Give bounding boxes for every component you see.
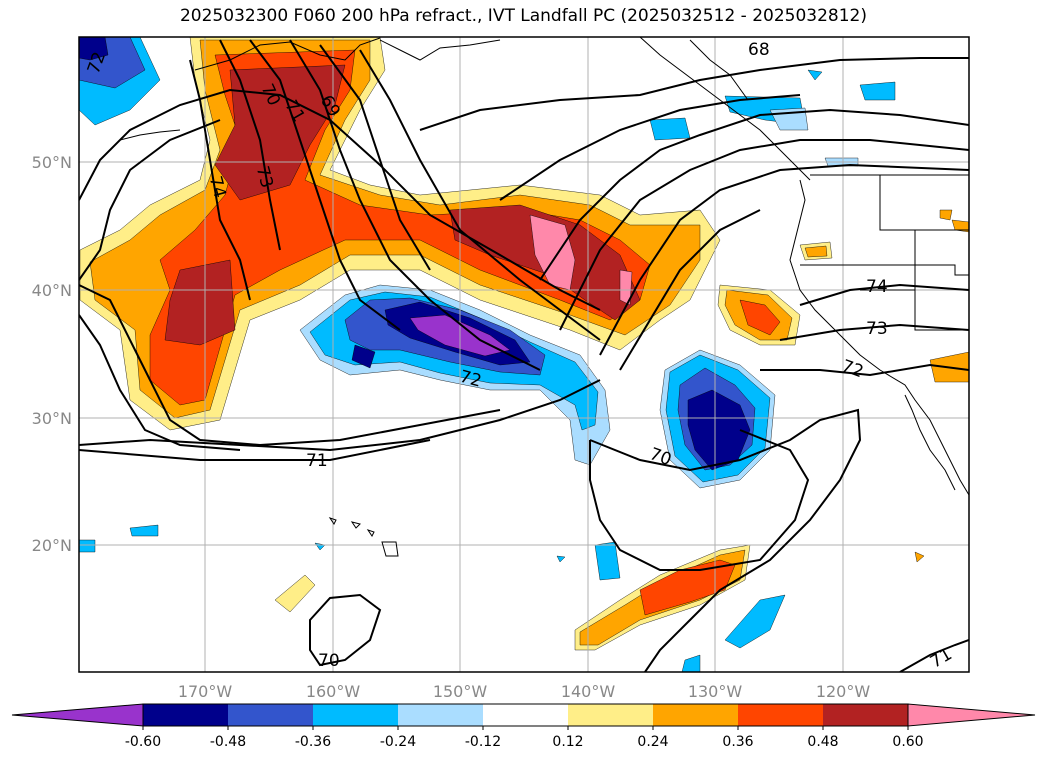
lat-label: 40°N <box>32 281 72 300</box>
colorbar-segment <box>398 704 483 726</box>
negative-anomaly-shading <box>79 37 896 672</box>
latitude-labels: 50°N 40°N 30°N 20°N <box>32 153 72 555</box>
lon-label: 130°W <box>688 682 743 701</box>
contour-label: 73 <box>866 319 888 339</box>
colorbar-segment <box>483 704 568 726</box>
colorbar-extend-max <box>907 703 1036 727</box>
colorbar-tick-label: -0.48 <box>210 734 246 750</box>
contour-label: 70 <box>318 651 340 671</box>
colorbar-tick-label: 0.48 <box>807 734 838 750</box>
positive-anomaly-shading <box>79 37 969 651</box>
map-title: 2025032300 F060 200 hPa refract., IVT La… <box>179 6 867 26</box>
colorbar-segment <box>313 704 398 726</box>
colorbar-extend-min <box>11 703 144 727</box>
graticule <box>79 37 969 672</box>
colorbar-segment <box>568 704 653 726</box>
lat-label: 20°N <box>32 536 72 555</box>
longitude-labels: 170°W 160°W 150°W 140°W 130°W 120°W <box>178 682 871 701</box>
colorbar-tick-label: -0.12 <box>465 734 501 750</box>
contour-label: 68 <box>748 40 770 60</box>
colorbar-tick-label: -0.24 <box>380 734 416 750</box>
lon-label: 170°W <box>178 682 233 701</box>
coastlines <box>119 37 969 557</box>
colorbar-segment <box>653 704 738 726</box>
colorbar-segment <box>143 704 228 726</box>
map-frame <box>78 36 970 673</box>
lon-label: 140°W <box>561 682 616 701</box>
contour-lines <box>79 39 969 672</box>
lon-label: 120°W <box>816 682 871 701</box>
colorbar-segment <box>823 704 908 726</box>
lon-label: 150°W <box>433 682 488 701</box>
colorbar-segment <box>738 704 823 726</box>
contour-label: 74 <box>866 277 888 297</box>
colorbar-tick-label: 0.24 <box>637 734 668 750</box>
colorbar-tick-label: 0.60 <box>892 734 923 750</box>
lon-label: 160°W <box>306 682 361 701</box>
colorbar: -0.60 -0.48 -0.36 -0.24 -0.12 0.12 0.24 0.36 0.4… <box>11 703 1036 750</box>
colorbar-tick-label: -0.36 <box>295 734 331 750</box>
colorbar-tick-label: 0.12 <box>552 734 583 750</box>
colorbar-segment <box>228 704 313 726</box>
colorbar-tick-label: 0.36 <box>722 734 753 750</box>
lat-label: 30°N <box>32 409 72 428</box>
contour-label: 71 <box>306 451 328 471</box>
lat-label: 50°N <box>32 153 72 172</box>
colorbar-tick-label: -0.60 <box>125 734 161 750</box>
colorbar-frame <box>142 703 909 727</box>
